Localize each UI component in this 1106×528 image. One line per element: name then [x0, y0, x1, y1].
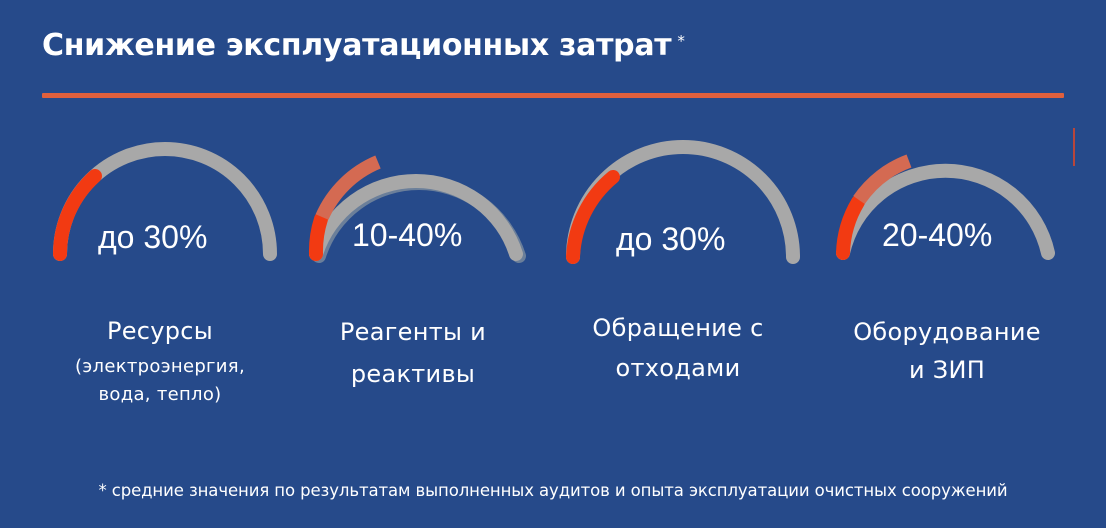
title-text: Снижение эксплуатационных затрат	[42, 28, 672, 63]
decorative-mark	[1073, 128, 1075, 166]
label-main: Обращение с отходами	[592, 314, 764, 382]
gauge-waste: до 30%	[566, 140, 800, 267]
page-title: Снижение эксплуатационных затрат *	[42, 28, 685, 63]
gauge-value: до 30%	[98, 219, 208, 255]
title-footnote-marker: *	[677, 32, 685, 50]
gauge-arc-resources	[53, 142, 277, 261]
gauge-arc-equipment	[836, 154, 1055, 260]
footnote: * средние значения по результатам выполн…	[98, 481, 1008, 500]
gauge-label-equipment: Оборудование и ЗИП	[812, 313, 1082, 389]
gauge-value: до 30%	[616, 221, 726, 257]
gauge-reagents: 10-40%	[306, 147, 536, 267]
gauge-label-waste: Обращение с отходами	[548, 308, 808, 388]
title-divider	[42, 93, 1064, 98]
label-main: Реагенты и реактивы	[339, 318, 487, 388]
gauge-arc-reagents	[308, 155, 526, 263]
label-sub: (электроэнергия, вода, тепло)	[75, 356, 245, 405]
gauge-value: 20-40%	[882, 217, 993, 253]
label-main: Ресурсы	[106, 317, 214, 345]
gauge-value: 10-40%	[352, 217, 463, 253]
gauge-resources: до 30%	[50, 142, 280, 267]
gauge-label-reagents: Реагенты и реактивы	[283, 311, 543, 395]
label-main: Оборудование и ЗИП	[853, 318, 1041, 384]
gauge-arc-waste	[566, 140, 800, 264]
gauge-equipment: 20-40%	[836, 147, 1066, 267]
gauge-label-resources: Ресурсы (электроэнергия, вода, тепло)	[30, 311, 290, 409]
